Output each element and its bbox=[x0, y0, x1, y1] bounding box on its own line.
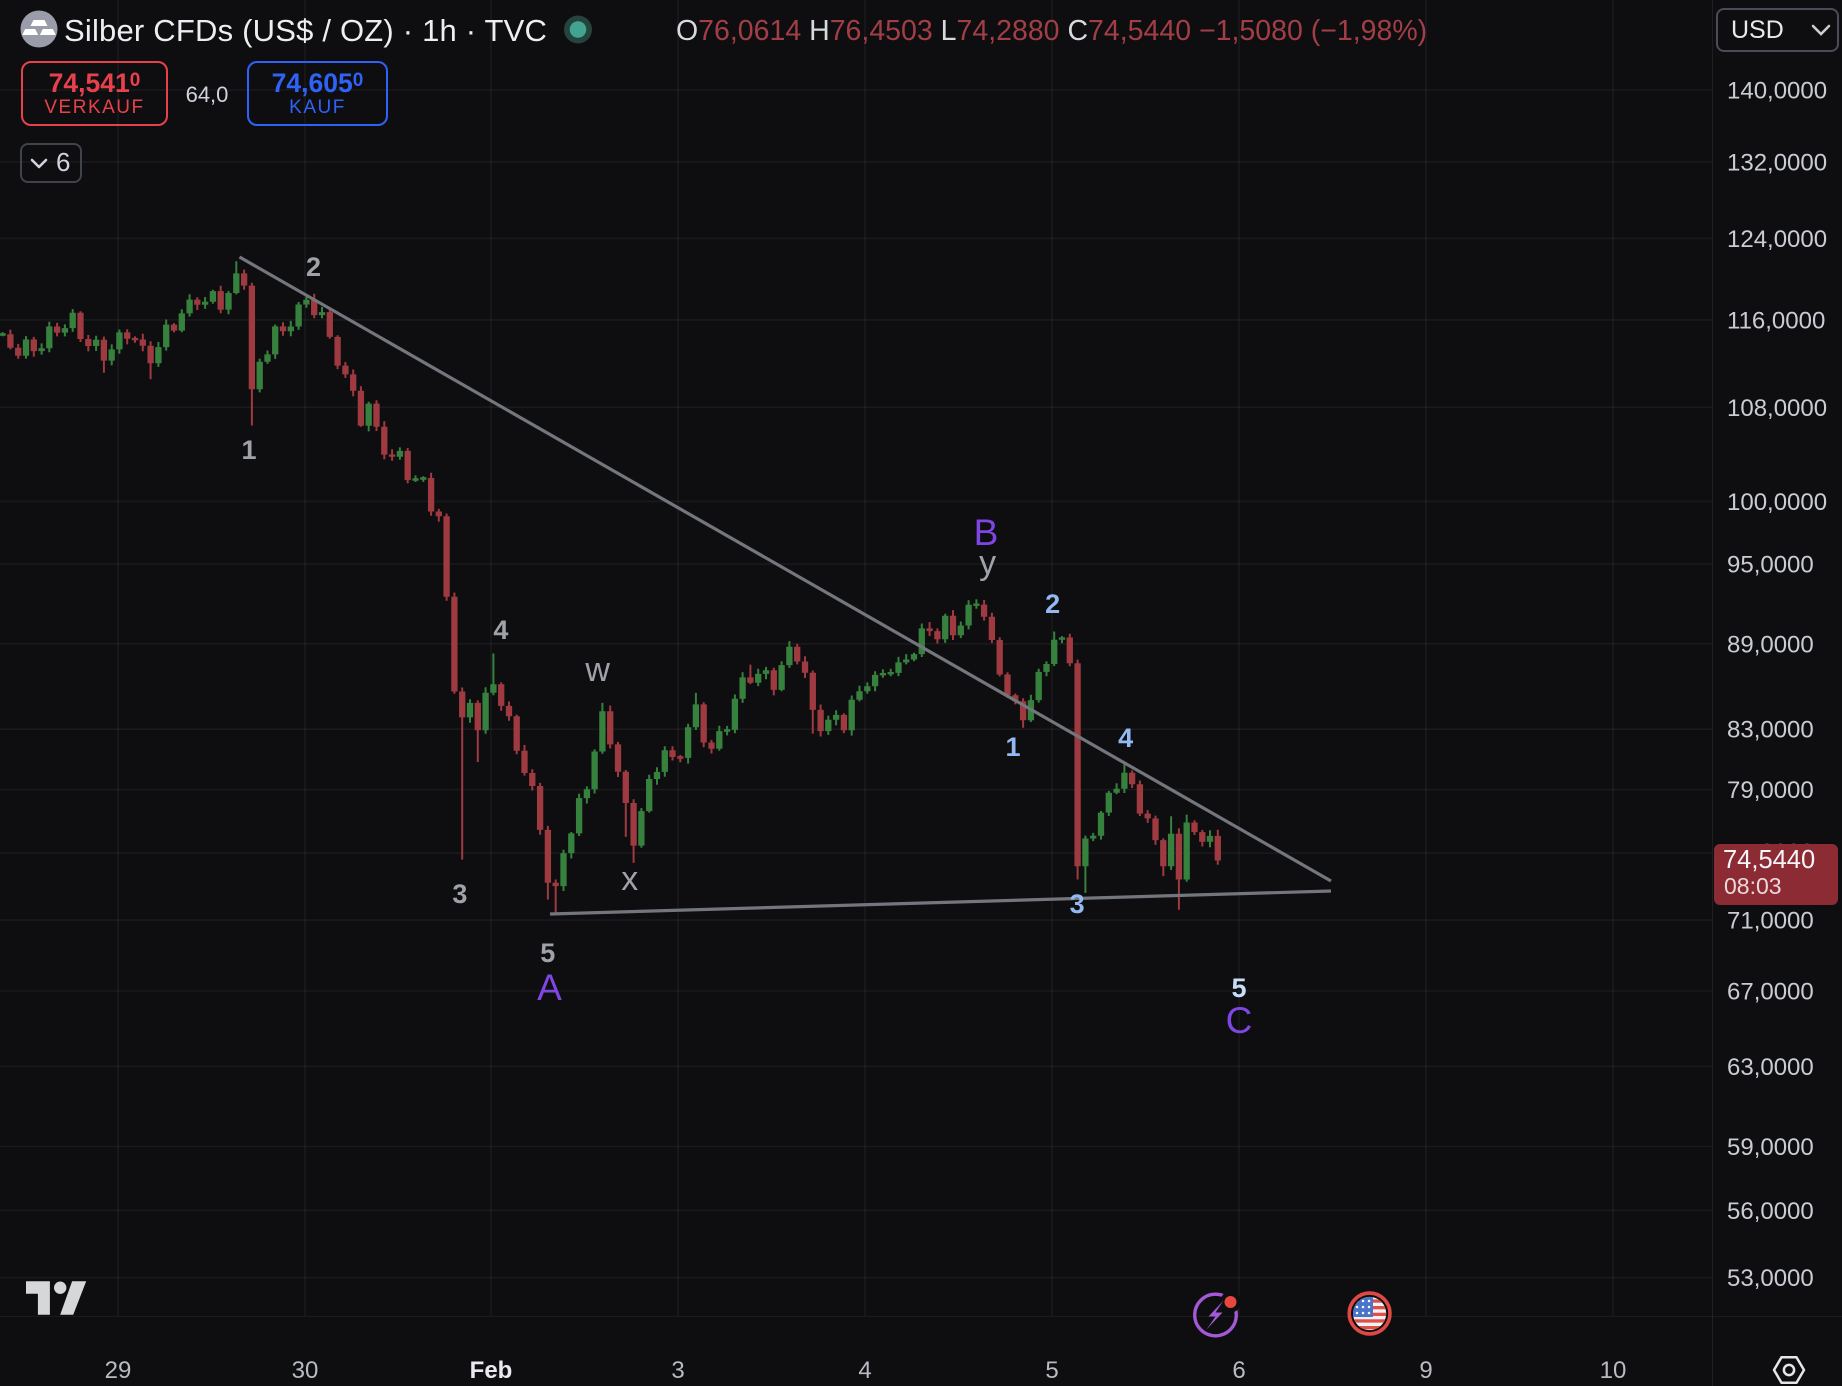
svg-text:5: 5 bbox=[540, 938, 555, 968]
svg-text:2: 2 bbox=[306, 252, 321, 282]
svg-text:y: y bbox=[979, 544, 996, 582]
svg-text:9: 9 bbox=[1419, 1357, 1432, 1384]
svg-text:53,0000: 53,0000 bbox=[1727, 1265, 1814, 1292]
svg-text:1: 1 bbox=[241, 435, 256, 465]
svg-text:Feb: Feb bbox=[470, 1357, 513, 1384]
svg-text:B: B bbox=[974, 512, 999, 553]
svg-text:5: 5 bbox=[1045, 1357, 1058, 1384]
svg-text:A: A bbox=[537, 967, 562, 1008]
svg-text:71,0000: 71,0000 bbox=[1727, 908, 1814, 935]
svg-text:4: 4 bbox=[1118, 723, 1133, 753]
svg-text:124,0000: 124,0000 bbox=[1727, 226, 1827, 253]
svg-text:3: 3 bbox=[452, 879, 467, 909]
svg-text:67,0000: 67,0000 bbox=[1727, 979, 1814, 1006]
svg-text:C: C bbox=[1226, 1000, 1253, 1041]
svg-text:5: 5 bbox=[1231, 973, 1246, 1003]
svg-text:56,0000: 56,0000 bbox=[1727, 1198, 1814, 1225]
svg-text:w: w bbox=[584, 651, 610, 689]
svg-text:x: x bbox=[621, 860, 638, 898]
svg-text:10: 10 bbox=[1600, 1357, 1627, 1384]
svg-text:4: 4 bbox=[493, 615, 508, 645]
svg-text:74,5440: 74,5440 bbox=[1723, 846, 1815, 874]
svg-text:63,0000: 63,0000 bbox=[1727, 1054, 1814, 1081]
svg-text:95,0000: 95,0000 bbox=[1727, 552, 1814, 579]
svg-text:59,0000: 59,0000 bbox=[1727, 1134, 1814, 1161]
svg-text:83,0000: 83,0000 bbox=[1727, 717, 1814, 744]
svg-text:4: 4 bbox=[858, 1357, 871, 1384]
svg-text:79,0000: 79,0000 bbox=[1727, 777, 1814, 804]
svg-text:132,0000: 132,0000 bbox=[1727, 149, 1827, 176]
svg-text:USD: USD bbox=[1731, 16, 1784, 44]
svg-text:08:03: 08:03 bbox=[1724, 873, 1782, 899]
svg-text:29: 29 bbox=[105, 1357, 132, 1384]
svg-text:30: 30 bbox=[292, 1357, 319, 1384]
svg-text:3: 3 bbox=[1070, 889, 1085, 919]
svg-text:116,0000: 116,0000 bbox=[1727, 307, 1825, 334]
svg-text:6: 6 bbox=[1232, 1357, 1245, 1384]
svg-text:100,0000: 100,0000 bbox=[1727, 489, 1827, 516]
svg-text:108,0000: 108,0000 bbox=[1727, 395, 1827, 422]
svg-text:89,0000: 89,0000 bbox=[1727, 631, 1814, 658]
svg-text:1: 1 bbox=[1005, 732, 1020, 762]
svg-text:3: 3 bbox=[671, 1357, 684, 1384]
svg-text:140,0000: 140,0000 bbox=[1727, 78, 1827, 105]
svg-text:2: 2 bbox=[1045, 589, 1060, 619]
